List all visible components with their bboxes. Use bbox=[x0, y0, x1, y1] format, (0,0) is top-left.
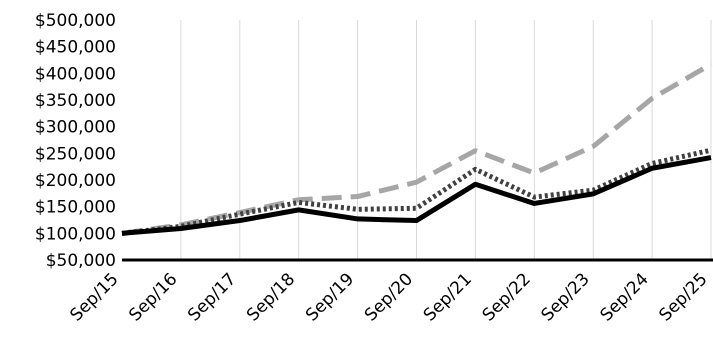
series-line-dashed bbox=[121, 62, 713, 236]
y-tick-label: $300,000 bbox=[35, 118, 116, 138]
y-tick-label: $150,000 bbox=[35, 198, 116, 218]
x-tick-label: Sep/22 bbox=[479, 269, 535, 325]
y-tick-label: $450,000 bbox=[35, 38, 116, 58]
x-tick-label: Sep/24 bbox=[596, 269, 652, 325]
x-tick-label: Sep/21 bbox=[420, 269, 476, 325]
x-tick-label: Sep/16 bbox=[125, 269, 181, 325]
series-line-solid bbox=[121, 155, 712, 236]
x-tick-label: Sep/23 bbox=[538, 269, 594, 325]
x-tick-label: Sep/15 bbox=[66, 269, 122, 325]
x-tick-label: Sep/20 bbox=[361, 269, 417, 325]
series-lines bbox=[121, 62, 713, 236]
x-axis-tick-labels: Sep/15 Sep/16 Sep/17 Sep/18 Sep/19 Sep/20 Sep/… bbox=[66, 269, 711, 325]
y-tick-label: $250,000 bbox=[35, 144, 116, 164]
y-axis-tick-labels: $50,000 $100,000 $150,000 $200,000 $250,000 $… bbox=[35, 11, 116, 271]
y-tick-label: $100,000 bbox=[35, 224, 116, 244]
x-tick-label: Sep/25 bbox=[655, 269, 711, 325]
y-tick-label: $350,000 bbox=[35, 91, 116, 111]
x-tick-label: Sep/19 bbox=[302, 269, 358, 325]
y-tick-label: $400,000 bbox=[35, 64, 116, 84]
x-tick-label: Sep/17 bbox=[184, 269, 240, 325]
y-tick-label: $500,000 bbox=[35, 11, 116, 31]
vertical-gridlines bbox=[180, 20, 712, 260]
y-tick-label: $200,000 bbox=[35, 171, 116, 191]
x-tick-label: Sep/18 bbox=[243, 269, 299, 325]
y-tick-label: $50,000 bbox=[46, 251, 116, 271]
